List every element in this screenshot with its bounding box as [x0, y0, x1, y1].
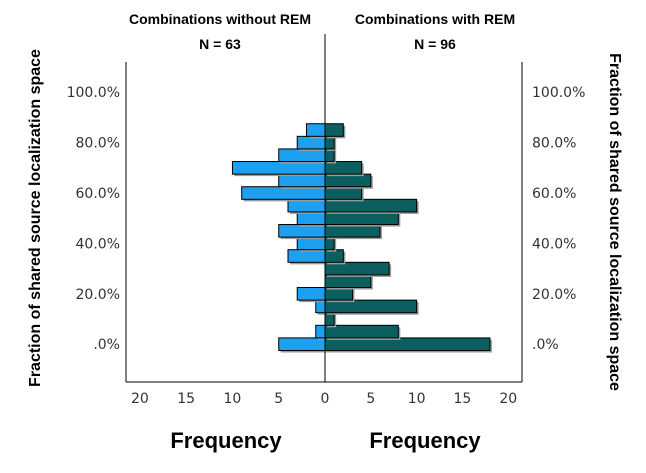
- right-panel-n-label: N = 96: [414, 36, 456, 52]
- left-bars: [231, 123, 327, 353]
- left-panel-title: Combinations without REM: [129, 11, 311, 27]
- x-tick-label: 20: [499, 391, 517, 407]
- x-tick-labels: 20 15 10 5 0 5 10 15 20: [131, 391, 517, 407]
- y-tick-label-right: 60.0%: [532, 186, 576, 202]
- y-tick-label-right: 20.0%: [532, 287, 576, 303]
- x-tick-label: 10: [408, 391, 426, 407]
- y-tick-label-left: 100.0%: [67, 85, 120, 101]
- y-tick-labels: .0% .0% 20.0% 20.0% 40.0% 40.0% 60.0% 60.0% 80.0…: [67, 85, 586, 353]
- left-bar: [305, 123, 326, 137]
- x-tick-label: 10: [224, 391, 242, 407]
- y-axis-title-right: Fraction of shared source localization s…: [606, 53, 623, 391]
- y-tick-label-left: .0%: [93, 337, 120, 353]
- y-axis-title-left: Fraction of shared source localization s…: [27, 49, 44, 387]
- x-tick-label: 20: [131, 391, 149, 407]
- x-tick-label: 5: [366, 391, 375, 407]
- right-bar: [324, 123, 344, 137]
- y-tick-label-right: 40.0%: [532, 236, 576, 252]
- x-tick-label: 5: [274, 391, 283, 407]
- axes: [125, 34, 523, 383]
- x-axis-title-left: Frequency: [170, 428, 282, 453]
- x-tick-label: 15: [454, 391, 472, 407]
- y-tick-label-left: 40.0%: [76, 236, 120, 252]
- left-bar: [296, 287, 326, 301]
- y-tick-label-left: 20.0%: [76, 287, 120, 303]
- x-tick-label: 0: [321, 391, 330, 407]
- y-tick-label-left: 80.0%: [76, 136, 120, 152]
- y-tick-label-left: 60.0%: [76, 186, 120, 202]
- y-tick-label-right: 80.0%: [532, 136, 576, 152]
- y-tick-label-right: .0%: [532, 337, 559, 353]
- right-bars: [324, 123, 492, 353]
- right-panel-title: Combinations with REM: [355, 11, 515, 27]
- left-panel-n-label: N = 63: [199, 36, 241, 52]
- x-axis-title-right: Frequency: [369, 428, 481, 453]
- left-bar: [315, 324, 326, 339]
- x-tick-label: 15: [177, 391, 195, 407]
- y-tick-label-right: 100.0%: [532, 85, 585, 101]
